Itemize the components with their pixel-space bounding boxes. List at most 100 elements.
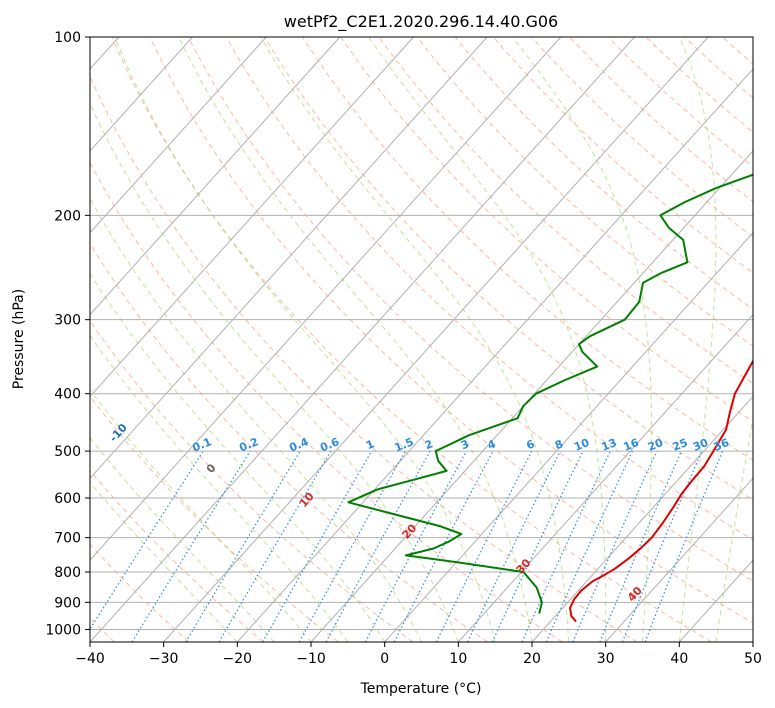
mixing-ratio-line — [491, 450, 584, 642]
dry-adiabat-line — [645, 37, 753, 133]
dry-adiabat-line — [90, 469, 264, 642]
x-tick-label: −20 — [223, 651, 253, 667]
moist-adiabat-line — [114, 37, 496, 642]
y-tick-label: 500 — [54, 444, 81, 460]
dry-adiabat-line — [454, 37, 753, 310]
isotherm-line — [90, 37, 562, 561]
mixing-ratio-label: 13 — [600, 436, 619, 454]
dry-adiabat-line — [531, 37, 753, 238]
moist-adiabat-line — [512, 37, 653, 642]
mixing-ratio-line — [621, 450, 703, 642]
mixing-ratio-label: 0.2 — [237, 435, 260, 454]
moist-adiabat-line — [715, 415, 753, 642]
dry-adiabat-line — [416, 37, 753, 347]
y-tick-label: 800 — [54, 565, 81, 581]
mixing-ratio-label: 20 — [646, 436, 665, 454]
dry-adiabat-line — [683, 37, 753, 99]
chart-title: wetPf2_C2E1.2020.296.14.40.G06 — [284, 12, 558, 32]
isotherm-line — [90, 37, 414, 398]
moist-adiabat-line — [178, 37, 533, 642]
isotherm-line — [531, 395, 753, 642]
dry-adiabat-line — [378, 37, 753, 385]
temperature-profile-line — [569, 359, 753, 623]
mixing-ratio-line — [364, 450, 467, 642]
mixing-ratio-label: 36 — [712, 436, 731, 454]
dry-adiabat-line — [264, 37, 753, 501]
x-tick-label: 50 — [744, 651, 762, 667]
moist-adiabat-line — [90, 481, 238, 642]
moist-adiabat-line — [90, 102, 459, 642]
isotherm-line — [236, 68, 753, 642]
isotherm-line — [605, 477, 753, 642]
y-tick-label: 100 — [54, 30, 81, 46]
mixing-ratio-line — [298, 450, 406, 642]
x-tick-label: 40 — [670, 651, 688, 667]
moist-adiabat-line — [90, 272, 386, 642]
dry-adiabat-line — [90, 395, 339, 642]
mixing-ratio-line — [599, 450, 682, 642]
y-tick-label: 200 — [54, 208, 81, 224]
plot-frame — [89, 36, 754, 643]
dry-adiabat-line — [90, 75, 638, 642]
mixing-ratio-line — [185, 450, 301, 642]
mixing-ratio-label: 4 — [486, 437, 498, 452]
mixing-ratio-label: 16 — [622, 436, 641, 454]
x-axis-label: Temperature (°C) — [360, 681, 482, 697]
dry-adiabat-line — [493, 37, 753, 274]
x-tick-label: −40 — [75, 651, 105, 667]
y-tick-label: 600 — [54, 491, 81, 507]
mixing-ratio-label: 10 — [572, 436, 591, 454]
dry-adiabat-line — [111, 37, 712, 642]
dry-adiabat-line — [607, 37, 753, 168]
moist-adiabat-line — [90, 388, 312, 642]
moist-adiabat-line — [90, 334, 349, 642]
mixing-ratio-label: 2 — [423, 437, 435, 452]
isotherm-line — [90, 37, 488, 480]
mixing-ratio-line — [325, 450, 431, 642]
isotherm-line — [163, 37, 709, 642]
y-tick-label: 700 — [54, 531, 81, 547]
x-tick-label: −30 — [149, 651, 179, 667]
mixing-ratio-line — [435, 450, 533, 642]
dry-adiabat-line — [90, 242, 488, 642]
dry-adiabat-label: 0 — [204, 461, 219, 476]
mixing-ratio-label: 8 — [553, 437, 565, 452]
mixing-ratio-label: 1 — [364, 437, 376, 452]
mixing-ratio-line — [90, 450, 204, 631]
moist-adiabat-line — [368, 37, 607, 642]
y-tick-label: 300 — [54, 313, 81, 329]
dry-adiabat-line — [90, 543, 190, 642]
dry-adiabat-label: -20 — [23, 387, 46, 411]
mixing-ratio-label: 0.6 — [318, 435, 341, 454]
x-tick-label: 10 — [449, 651, 467, 667]
dry-adiabat-label: 30 — [514, 556, 534, 576]
mixing-ratio-line — [644, 450, 724, 642]
mixing-ratio-label: 0.1 — [191, 435, 214, 454]
dry-adiabat-line — [149, 37, 753, 624]
y-tick-label: 900 — [54, 595, 81, 611]
mixing-ratio-label: 3 — [459, 437, 471, 452]
x-tick-label: 20 — [523, 651, 541, 667]
mixing-ratio-label: 25 — [671, 436, 690, 454]
y-tick-label: 1000 — [45, 622, 81, 638]
isotherm-line — [90, 37, 193, 152]
moist-adiabat-line — [678, 37, 717, 642]
dry-adiabat-line — [90, 320, 414, 642]
isotherm-line — [678, 559, 753, 642]
isotherm-line — [752, 641, 753, 642]
mixing-ratio-line — [572, 450, 658, 642]
isotherm-line — [90, 37, 341, 316]
x-tick-label: 30 — [597, 651, 615, 667]
isotherm-line — [90, 37, 635, 642]
dry-adiabat-label: -10 — [107, 421, 130, 445]
dry-adiabat-line — [225, 37, 753, 541]
isotherm-line — [310, 150, 753, 642]
dry-adiabat-line — [90, 161, 563, 642]
moist-adiabat-line — [90, 197, 422, 642]
moist-adiabat-line — [90, 437, 275, 642]
mixing-ratio-line — [466, 450, 561, 642]
mixing-ratio-line — [131, 450, 251, 642]
dry-adiabat-line — [187, 37, 753, 582]
x-tick-label: −10 — [296, 651, 326, 667]
